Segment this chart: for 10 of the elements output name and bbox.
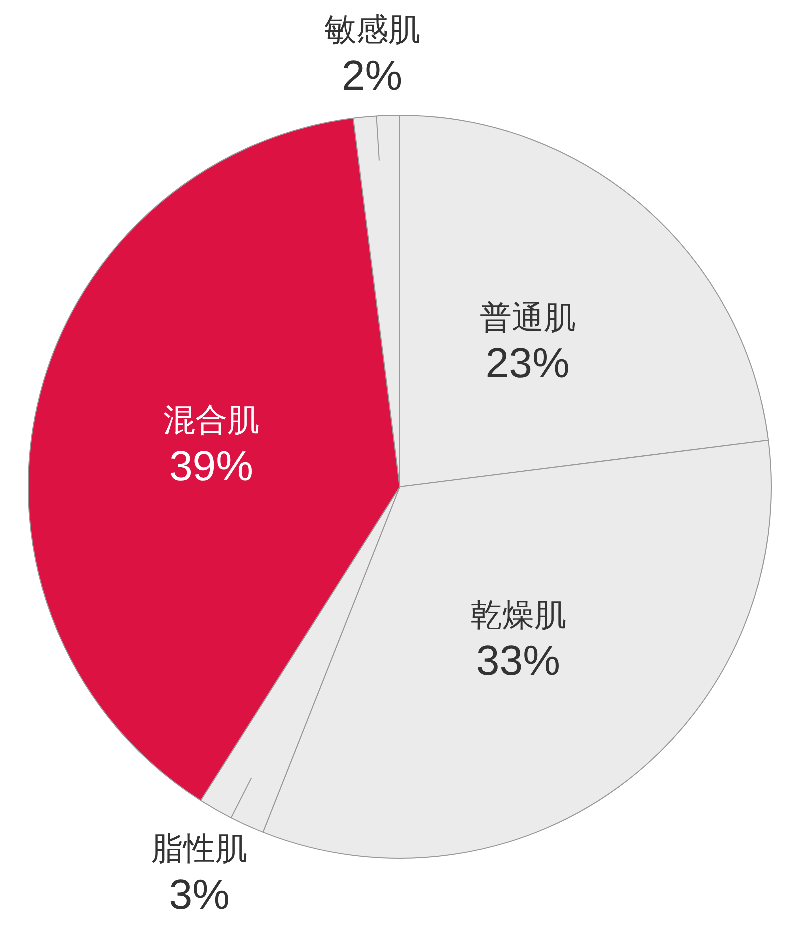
slice-label: 乾燥肌: [470, 596, 566, 634]
data-label: 23%: [486, 340, 570, 387]
slice-label: 敏感肌: [324, 10, 420, 49]
slice-label: 脂性肌: [152, 830, 248, 868]
data-label: 39%: [169, 442, 254, 490]
data-label: 3%: [169, 870, 230, 918]
slice-label: 普通肌: [480, 298, 576, 336]
data-label: 33%: [476, 637, 560, 684]
data-label: 2%: [342, 52, 403, 99]
slice-label: 混合肌: [163, 401, 260, 440]
